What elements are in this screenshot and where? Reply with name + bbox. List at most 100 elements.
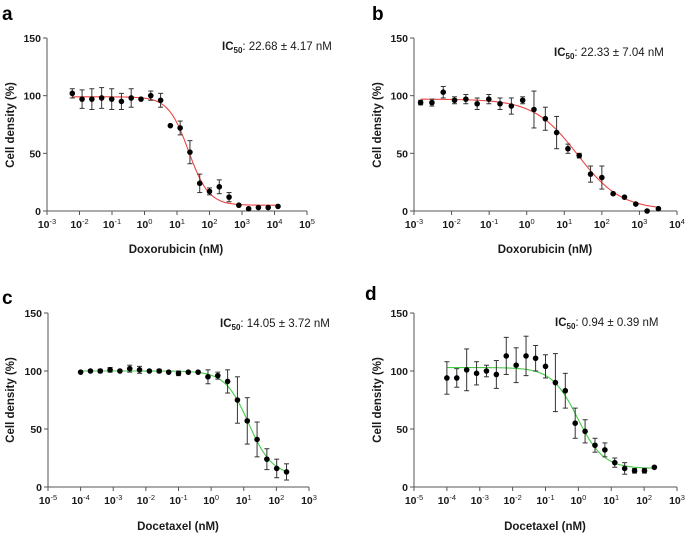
data-point bbox=[147, 90, 154, 101]
data-point bbox=[486, 94, 492, 105]
panel-letter: b bbox=[372, 4, 384, 25]
point-marker bbox=[444, 375, 450, 381]
point-marker bbox=[576, 152, 583, 159]
point-marker bbox=[451, 97, 458, 104]
data-point bbox=[463, 348, 470, 392]
point-marker bbox=[206, 188, 213, 195]
fit-curve bbox=[446, 366, 655, 469]
point-marker bbox=[632, 201, 639, 207]
point-marker bbox=[486, 96, 492, 102]
x-tick-label: 100 bbox=[203, 493, 219, 507]
data-point bbox=[463, 94, 469, 105]
x-tick-label: 10-1 bbox=[480, 217, 498, 231]
data-point bbox=[157, 92, 164, 108]
data-point bbox=[136, 365, 143, 374]
point-marker bbox=[283, 469, 290, 475]
x-tick-label: 101 bbox=[603, 493, 619, 507]
point-marker bbox=[146, 368, 153, 374]
data-point bbox=[572, 407, 578, 439]
data-point bbox=[275, 203, 281, 210]
point-marker bbox=[503, 353, 510, 359]
point-marker bbox=[553, 129, 560, 136]
data-point bbox=[523, 335, 529, 377]
x-tick-label: 105 bbox=[299, 217, 315, 231]
data-point bbox=[621, 462, 628, 475]
x-tick-label: 102 bbox=[202, 217, 218, 231]
x-tick-label: 10-4 bbox=[438, 493, 456, 507]
point-marker bbox=[621, 465, 628, 472]
data-point bbox=[138, 96, 144, 102]
data-point bbox=[128, 88, 135, 108]
point-marker bbox=[508, 103, 515, 109]
x-tick-label: 103 bbox=[234, 217, 250, 231]
point-marker bbox=[97, 368, 104, 374]
x-tick-label: 101 bbox=[236, 493, 252, 507]
point-marker bbox=[98, 95, 105, 101]
x-tick-label: 10-3 bbox=[471, 493, 489, 507]
point-marker bbox=[255, 204, 262, 211]
x-tick-label: 102 bbox=[268, 493, 284, 507]
point-marker bbox=[117, 368, 123, 374]
point-marker bbox=[216, 183, 223, 190]
x-tick-label: 103 bbox=[631, 217, 647, 231]
point-marker bbox=[205, 374, 211, 380]
data-point bbox=[196, 173, 203, 194]
data-point bbox=[236, 202, 242, 209]
y-tick-label: 50 bbox=[29, 148, 41, 160]
data-point bbox=[587, 165, 594, 183]
y-tick-label: 150 bbox=[24, 308, 42, 320]
x-tick-label: 10-1 bbox=[103, 217, 121, 231]
data-point bbox=[576, 152, 583, 159]
point-marker bbox=[157, 97, 164, 104]
point-marker bbox=[79, 96, 85, 102]
x-tick-label: 103 bbox=[301, 493, 317, 507]
point-marker bbox=[473, 370, 480, 377]
y-axis-title: Cell density (%) bbox=[5, 82, 17, 168]
ic50-annotation: IC50: 22.68 ± 4.17 nM bbox=[222, 41, 332, 55]
point-marker bbox=[513, 362, 519, 369]
fit-curve bbox=[72, 96, 278, 206]
panel-d: d 0 50 100 150 10-5 10-4 10-3 10-2 10-1 100 101 102 1… bbox=[365, 284, 685, 533]
data-point bbox=[641, 467, 648, 474]
point-marker bbox=[234, 397, 241, 403]
data-point bbox=[226, 192, 232, 203]
x-tick-label: 100 bbox=[570, 493, 586, 507]
y-tick-label: 0 bbox=[402, 206, 408, 218]
data-point bbox=[264, 448, 270, 471]
data-point bbox=[531, 90, 537, 129]
data-point bbox=[234, 376, 241, 424]
point-marker bbox=[244, 418, 251, 424]
point-marker bbox=[602, 447, 608, 453]
x-tick-label: 10-2 bbox=[442, 217, 460, 231]
point-marker bbox=[531, 106, 537, 113]
point-marker bbox=[631, 467, 638, 474]
data-point bbox=[444, 361, 450, 395]
x-tick-label: 10-5 bbox=[39, 493, 57, 507]
data-point bbox=[602, 442, 608, 458]
point-marker bbox=[621, 194, 628, 200]
data-point bbox=[632, 201, 639, 207]
panel-a: a 0 50 100 150 10-3 10-2 10-1 100 101 102 103 104 105… bbox=[2, 4, 332, 256]
x-tick-label: 100 bbox=[519, 217, 535, 231]
point-marker bbox=[463, 96, 469, 102]
data-point bbox=[98, 87, 105, 109]
data-point bbox=[206, 187, 213, 196]
data-point bbox=[265, 204, 272, 211]
point-marker bbox=[474, 100, 480, 107]
point-marker bbox=[463, 367, 470, 373]
data-point bbox=[644, 208, 650, 214]
point-marker bbox=[542, 363, 549, 370]
data-point bbox=[440, 85, 447, 99]
data-point bbox=[77, 369, 84, 375]
y-axis-title: Cell density (%) bbox=[5, 357, 17, 443]
data-point bbox=[165, 369, 172, 375]
data-point bbox=[187, 140, 193, 165]
point-marker bbox=[651, 464, 658, 471]
x-tick-label: 10-4 bbox=[71, 493, 89, 507]
x-axis-title: Doxorubicin (nM) bbox=[498, 244, 593, 256]
data-point bbox=[254, 421, 260, 458]
point-marker bbox=[224, 378, 231, 385]
data-point bbox=[126, 364, 133, 373]
data-point bbox=[473, 361, 480, 386]
data-point bbox=[146, 368, 153, 374]
